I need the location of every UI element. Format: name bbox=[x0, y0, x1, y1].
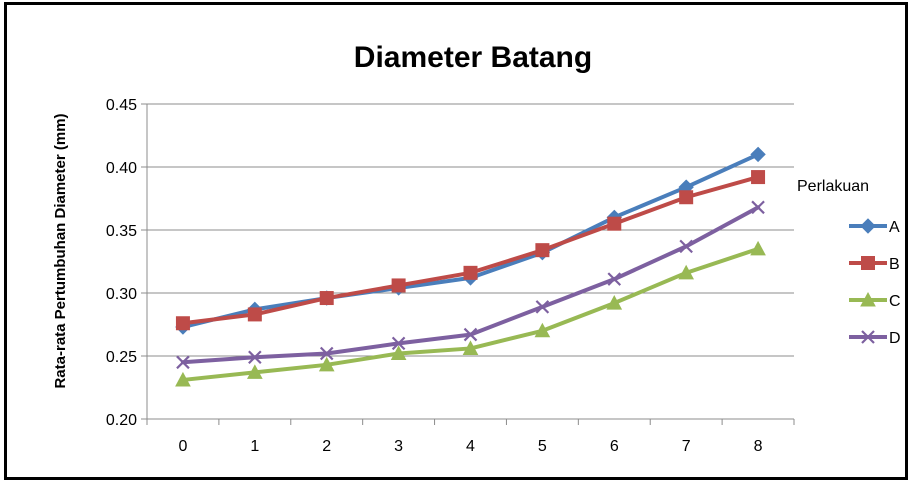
data-point bbox=[391, 278, 406, 293]
x-tick-label: 3 bbox=[394, 438, 403, 455]
legend-label: B bbox=[889, 256, 900, 273]
y-tick-label: 0.45 bbox=[106, 97, 137, 114]
legend-item-d: D bbox=[849, 330, 901, 347]
data-point bbox=[463, 265, 478, 280]
legend-marker bbox=[860, 218, 876, 234]
data-point bbox=[463, 327, 478, 342]
series-a bbox=[175, 146, 766, 335]
data-point bbox=[318, 356, 335, 372]
legend-label: A bbox=[889, 219, 900, 236]
data-point bbox=[175, 316, 190, 331]
legend: Perlakuan A B C D bbox=[797, 178, 901, 347]
data-point bbox=[319, 291, 334, 306]
series-b bbox=[175, 170, 766, 331]
data-point bbox=[607, 272, 622, 286]
data-point bbox=[534, 322, 551, 338]
data-point bbox=[679, 239, 693, 254]
axes: 0.20 0.25 0.30 0.35 0.40 0.45 0 1 2 3 4 5 6 7 8 bbox=[106, 97, 795, 455]
data-point bbox=[750, 240, 766, 256]
y-tick-label: 0.40 bbox=[106, 160, 137, 177]
legend-label: D bbox=[889, 330, 901, 347]
legend-marker bbox=[861, 330, 875, 344]
y-axis-label: Rata-rata Pertumbuhan Diameter (mm) bbox=[52, 113, 69, 388]
data-point bbox=[679, 190, 694, 205]
data-point bbox=[248, 350, 262, 365]
x-tick-label: 2 bbox=[322, 438, 331, 455]
data-point bbox=[176, 355, 190, 370]
data-point bbox=[247, 307, 262, 322]
y-tick-label: 0.20 bbox=[106, 412, 137, 429]
x-tick-label: 6 bbox=[610, 438, 619, 455]
series-d bbox=[176, 200, 765, 370]
series-line bbox=[180, 175, 761, 326]
series-lines bbox=[175, 146, 766, 387]
data-point bbox=[535, 243, 550, 258]
legend-marker bbox=[861, 256, 875, 270]
data-point bbox=[607, 216, 622, 231]
x-tick-label: 8 bbox=[754, 438, 763, 455]
x-tick-label: 0 bbox=[178, 438, 187, 455]
chart-title: Diameter Batang bbox=[354, 41, 592, 74]
data-point bbox=[751, 200, 765, 215]
data-point bbox=[319, 346, 334, 361]
x-tick-label: 4 bbox=[466, 438, 475, 455]
data-point bbox=[750, 146, 766, 163]
x-tick-label: 1 bbox=[250, 438, 259, 455]
series-line bbox=[180, 152, 761, 330]
y-tick-label: 0.30 bbox=[106, 286, 137, 303]
line-chart: Diameter Batang Rata-rata Pertumbuhan Di… bbox=[52, 41, 901, 455]
legend-label: C bbox=[889, 293, 901, 310]
data-point bbox=[678, 264, 695, 280]
data-point bbox=[390, 345, 407, 360]
data-point bbox=[175, 371, 191, 387]
data-point bbox=[535, 300, 550, 314]
x-tick-label: 7 bbox=[682, 438, 691, 455]
legend-item-c: C bbox=[849, 291, 901, 310]
legend-title: Perlakuan bbox=[797, 178, 869, 195]
y-tick-label: 0.35 bbox=[106, 223, 137, 240]
data-point bbox=[391, 336, 406, 351]
data-point bbox=[246, 364, 263, 379]
data-point bbox=[751, 170, 766, 185]
chart-frame: Diameter Batang Rata-rata Pertumbuhan Di… bbox=[4, 2, 908, 480]
data-point bbox=[606, 295, 623, 310]
legend-item-a: A bbox=[849, 218, 900, 236]
x-tick-label: 5 bbox=[538, 438, 547, 455]
legend-item-b: B bbox=[849, 256, 900, 273]
series-c bbox=[175, 240, 766, 387]
data-point bbox=[462, 340, 479, 355]
legend-marker bbox=[860, 291, 876, 307]
y-tick-label: 0.25 bbox=[106, 349, 137, 366]
